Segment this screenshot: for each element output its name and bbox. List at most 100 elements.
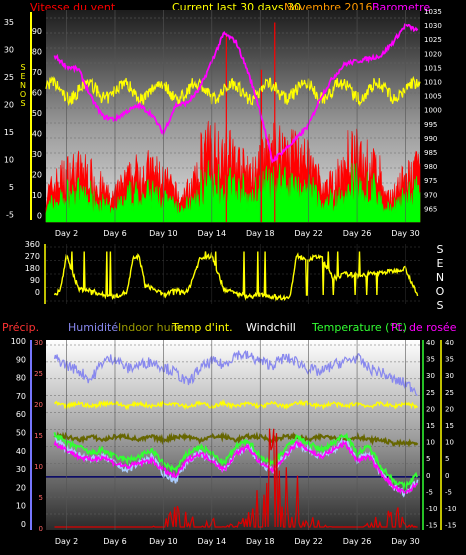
panel3-left-tick-6: 50 [16, 429, 26, 438]
panel3-right-tick-6: 15 [426, 422, 435, 430]
panel3-left-tick-11: 0 [21, 520, 26, 529]
panel3-x-tick-8: Day 30 [391, 537, 420, 546]
panel3-right2-tick-2: 35 [445, 356, 454, 364]
panel3-inner-tick-1: 30 [34, 339, 43, 347]
legend-humidite: Humidité [68, 321, 118, 334]
compass-letter-5: S [437, 299, 444, 312]
panel3-right-tick-9: 0 [426, 472, 430, 480]
panel3-right2-tick-8: 5 [445, 455, 449, 463]
panel1-right-tick-2: 1030 [424, 22, 442, 30]
wind-direction-trace [45, 75, 421, 107]
panel3-right2-tick-11: -10 [445, 505, 456, 513]
panel3-left-tick-5: 60 [16, 410, 26, 419]
panel3-left-tick-10: 10 [16, 502, 26, 511]
panel1-mid-tick-9: 10 [32, 191, 42, 200]
panel1-right-tick-12: 980 [424, 163, 437, 171]
panel1-right-tick-15: 965 [424, 205, 437, 213]
panel2-left-tick-4: 90 [30, 276, 40, 285]
panel3-right-tick-3: 30 [426, 372, 435, 380]
panel3-x-tick-4: Day 14 [198, 537, 227, 546]
panel3-right-tick-1: 40 [426, 339, 435, 347]
panel1-mid-tick-3: 70 [32, 68, 42, 77]
panel3-left-tick-1: 100 [11, 337, 26, 346]
panel1-side-letter-3: N [20, 81, 26, 90]
panel1-left-tick-4: 20 [4, 101, 14, 110]
legend-temperature: Temperature (°C) [311, 321, 407, 334]
panel3-right2-tick-3: 30 [445, 372, 454, 380]
panel2-left-axis: 360 270 180 90 0 [25, 240, 46, 304]
panel3-right-tick-4: 25 [426, 389, 435, 397]
legend-precip: Précip. [2, 321, 39, 334]
panel3-left-tick-3: 80 [16, 374, 26, 383]
panel3-x-tick-6: Day 22 [294, 537, 323, 546]
panel2-left-tick-2: 270 [25, 252, 40, 261]
panel1-left-tick-5: 15 [4, 128, 14, 137]
panel1-left-tick-2: 30 [4, 46, 14, 55]
legend-indoor-hum: Indoor hum [118, 321, 181, 334]
panel1-series [45, 22, 421, 223]
compass-letter-3: N [436, 271, 444, 284]
panel2-left-tick-3: 180 [25, 264, 40, 273]
panel3-right2-tick-1: 40 [445, 339, 454, 347]
panel1-left-tick-3: 25 [4, 73, 14, 82]
panel3-right-tick-8: 5 [426, 455, 430, 463]
panel1-right-tick-3: 1025 [424, 36, 442, 44]
panel1-side-letter-4: O [20, 90, 26, 99]
compass-letter-1: S [437, 243, 444, 256]
panel3-x-tick-3: Day 10 [149, 537, 178, 546]
panel1-right-tick-13: 975 [424, 177, 437, 185]
panel1-side-letter-5: S [20, 99, 25, 108]
panel1-mid-tick-2: 80 [32, 48, 42, 57]
panel3-right-tick-11: -10 [426, 505, 437, 513]
wind-gust-series [45, 120, 421, 223]
panel1-mid-tick-1: 90 [32, 27, 42, 36]
panel3-right2-tick-5: 20 [445, 405, 454, 413]
panel1-right-tick-9: 995 [424, 121, 437, 129]
panel3-x-tick-7: Day 26 [343, 537, 372, 546]
panel1-mid-tick-6: 40 [32, 130, 42, 139]
panel3-right-tick-12: -15 [426, 522, 437, 530]
panel2-left-tick-5: 0 [35, 288, 40, 297]
legend-temp-int: Temp d'int. [171, 321, 233, 334]
panel2-left-tick-1: 360 [25, 240, 40, 249]
panel1-x-tick-4: Day 14 [198, 229, 227, 238]
panel1-side-letter-1: S [20, 63, 25, 72]
compass-letter-2: E [437, 257, 444, 270]
panel1-right-tick-6: 1010 [424, 79, 442, 87]
panel1-mid-tick-10: 0 [37, 212, 42, 221]
panel1-left-tick-8: -5 [6, 211, 14, 220]
panel3-right-tick-2: 35 [426, 356, 435, 364]
panel3-inner-tick-4: 15 [34, 432, 43, 440]
panel3-x-axis: Day 2 Day 6 Day 10 Day 14 Day 18 Day 22 Day 26… [55, 340, 420, 546]
legend-windchill: Windchill [246, 321, 296, 334]
panel2-x-axis [66, 244, 406, 304]
panel1-mid-tick-7: 30 [32, 150, 42, 159]
panel1-right-tick-4: 1020 [424, 50, 442, 58]
panel3-right2-tick-12: -15 [445, 522, 456, 530]
panel3-left-tick-4: 70 [16, 392, 26, 401]
panel3-right2-tick-9: 0 [445, 472, 449, 480]
panel1-x-tick-5: Day 18 [246, 229, 275, 238]
panel1-mid-axis: 90 80 70 60 50 40 30 20 10 0 [32, 27, 42, 221]
panel1-right-tick-7: 1005 [424, 93, 442, 101]
panel3-x-tick-5: Day 18 [246, 537, 275, 546]
panel3-inner-tick-3: 20 [34, 401, 43, 409]
panel1-x-tick-8: Day 30 [391, 229, 420, 238]
panel1-mid-tick-5: 50 [32, 109, 42, 118]
panel1-left-tick-1: 35 [4, 18, 14, 27]
panel3-inner-tick-2: 25 [34, 370, 43, 378]
panel1-right-tick-5: 1015 [424, 64, 442, 72]
panel3-right-tick-5: 20 [426, 405, 435, 413]
panel1-mid-tick-8: 20 [32, 171, 42, 180]
panel3-x-tick-1: Day 2 [55, 537, 78, 546]
panel1-right-axis: 1035 1030 1025 1020 1015 1010 1005 1000 995 990 98… [424, 8, 442, 213]
panel1-x-tick-7: Day 26 [343, 229, 372, 238]
panel1-x-tick-6: Day 22 [294, 229, 323, 238]
wind-avg-series [45, 160, 421, 223]
panel1-right-tick-1: 1035 [424, 8, 442, 16]
panel3-inner-left-axis: 30 25 20 15 10 5 0 [34, 339, 43, 533]
